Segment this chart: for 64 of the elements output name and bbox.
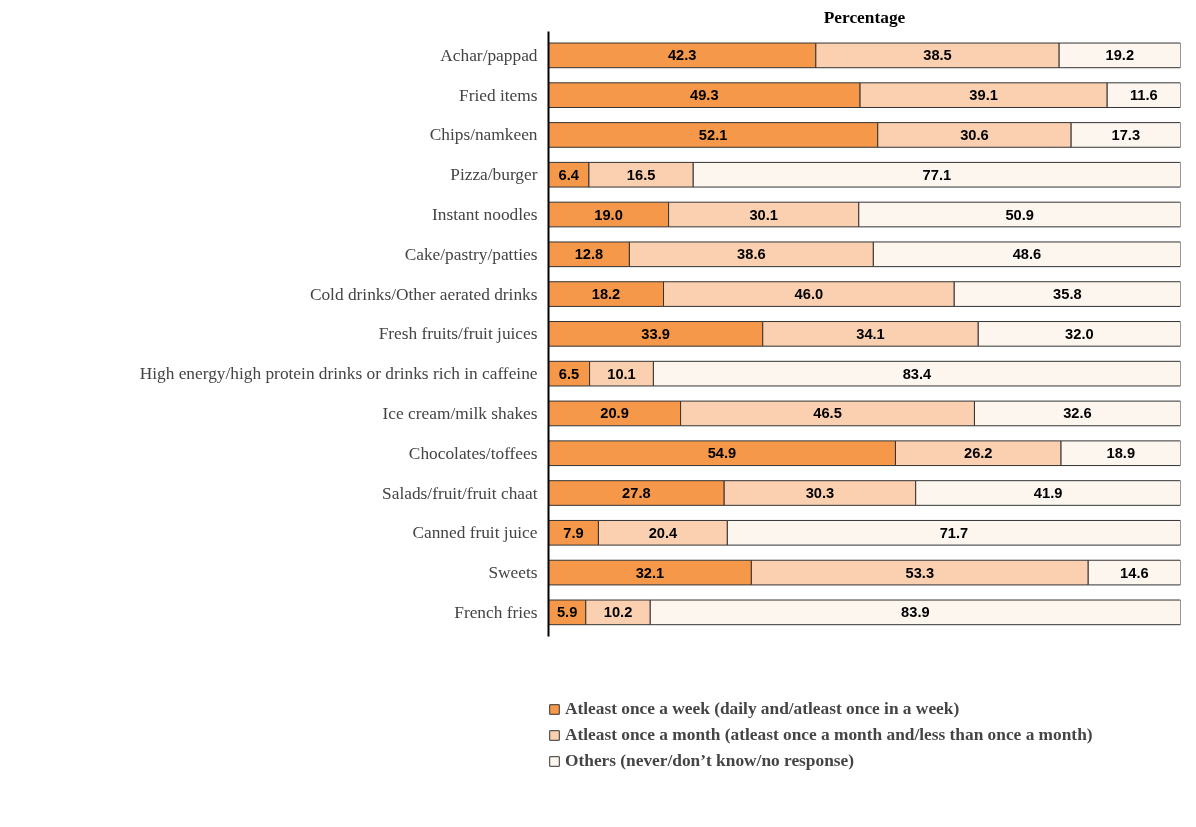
y-tick-label: Cake/pastry/patties — [404, 244, 538, 264]
legend-label: Atleast once a month (atleast once a month and/less than once a month) — [565, 725, 1093, 745]
data-label: 50.9 — [1005, 206, 1034, 223]
y-tick-label: Cold drinks/Other aerated drinks — [309, 284, 538, 304]
y-tick-label: Fresh fruits/fruit juices — [378, 324, 538, 344]
data-label: 6.5 — [558, 365, 580, 382]
data-label: 34.1 — [856, 325, 885, 342]
data-label: 53.3 — [905, 564, 935, 581]
data-label: 5.9 — [556, 604, 578, 621]
x-axis-title: Percentage — [823, 7, 906, 27]
data-label: 26.2 — [964, 445, 993, 462]
data-label: 27.8 — [622, 485, 651, 502]
data-label: 10.1 — [607, 365, 636, 382]
y-tick-label: Instant noodles — [432, 205, 538, 225]
data-label: 83.9 — [901, 604, 930, 621]
data-label: 17.3 — [1111, 126, 1141, 143]
data-label: 46.0 — [794, 286, 824, 303]
data-label: 6.4 — [558, 166, 580, 183]
data-label: 71.7 — [939, 524, 969, 541]
data-label: 46.5 — [813, 405, 842, 422]
data-label: 20.4 — [648, 524, 678, 541]
data-label: 19.0 — [594, 206, 623, 223]
y-tick-label: Canned fruit juice — [412, 523, 538, 543]
data-label: 32.6 — [1063, 405, 1092, 422]
data-label: 16.5 — [626, 166, 656, 183]
data-label: 10.2 — [603, 604, 633, 621]
data-label: 33.9 — [641, 325, 670, 342]
data-label: 18.9 — [1106, 445, 1136, 462]
legend-label: Others (never/don’t know/no response) — [565, 751, 854, 771]
data-label: 49.3 — [690, 87, 719, 104]
data-label: 7.9 — [563, 524, 584, 541]
data-label: 48.6 — [1012, 246, 1042, 263]
y-tick-label: Salads/fruit/fruit chaat — [382, 483, 538, 503]
data-label: 38.5 — [923, 47, 952, 64]
data-label: 77.1 — [922, 166, 952, 183]
data-label: 12.8 — [574, 246, 604, 263]
data-label: 83.4 — [902, 365, 933, 382]
data-label: 11.6 — [1129, 87, 1158, 104]
data-label: 52.1 — [698, 126, 728, 143]
data-label: 18.2 — [591, 286, 621, 303]
y-tick-label: High energy/high protein drinks or drinks rich in caffeine — [139, 364, 538, 384]
data-label: 38.6 — [737, 246, 766, 263]
y-tick-label: French fries — [454, 602, 538, 622]
data-label: 30.1 — [749, 206, 778, 223]
data-label: 30.6 — [960, 126, 989, 143]
data-label: 19.2 — [1105, 47, 1135, 64]
data-label: 20.9 — [600, 405, 629, 422]
data-label: 14.6 — [1120, 564, 1149, 581]
y-tick-label: Pizza/burger — [450, 165, 538, 185]
y-tick-label: Sweets — [488, 563, 538, 583]
legend-label: Atleast once a week (daily and/atleast once in a week) — [565, 699, 960, 719]
y-tick-label: Chips/namkeen — [429, 125, 538, 145]
data-label: 30.3 — [805, 485, 835, 502]
data-label: 32.0 — [1065, 325, 1094, 342]
data-label: 35.8 — [1053, 286, 1082, 303]
y-tick-label: Achar/pappad — [440, 45, 538, 65]
data-label: 42.3 — [667, 47, 697, 64]
data-label: 32.1 — [635, 564, 665, 581]
data-label: 39.1 — [969, 87, 998, 104]
y-tick-label: Chocolates/toffees — [408, 443, 538, 463]
data-label: 54.9 — [707, 445, 737, 462]
y-tick-label: Fried items — [459, 85, 538, 105]
data-label: 41.9 — [1033, 485, 1063, 502]
y-tick-label: Ice cream/milk shakes — [382, 403, 538, 423]
